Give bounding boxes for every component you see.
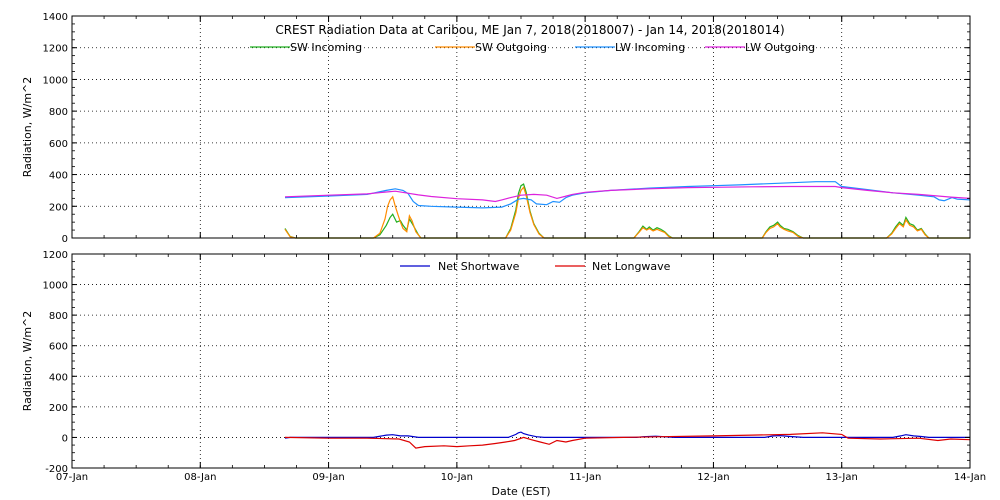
y-tick-label: 200 — [49, 202, 68, 213]
y-tick-label: 600 — [49, 342, 68, 353]
x-tick-label: 14-Jan — [954, 472, 986, 483]
top-panel: 0 200 400 600 800 1000 1200 1400 CREST Radiatio… — [21, 12, 971, 245]
top-panel-legend: SW Incoming SW Outgoing LW Incoming LW Outg… — [250, 41, 815, 54]
series-line-lw-outgoing — [284, 185, 971, 203]
y-tick-label: 200 — [49, 403, 68, 414]
x-tick-label: 13-Jan — [826, 472, 858, 483]
y-tick-label: 1000 — [43, 281, 68, 292]
x-tick-label: 08-Jan — [184, 472, 216, 483]
y-tick-label: 1200 — [43, 250, 68, 261]
x-tick-label: 10-Jan — [441, 472, 473, 483]
y-tick-label: 800 — [49, 311, 68, 322]
legend-label-sw-outgoing: SW Outgoing — [475, 41, 547, 54]
y-tick-label: 400 — [49, 372, 68, 383]
y-tick-label: 0 — [62, 433, 68, 444]
x-tick-label: 12-Jan — [697, 472, 729, 483]
y-tick-label: 1000 — [43, 75, 68, 86]
top-panel-series — [284, 181, 971, 239]
legend-label-net-longwave: Net Longwave — [592, 260, 671, 273]
series-line-net-longwave — [284, 432, 971, 449]
series-line-sw-incoming — [284, 183, 970, 239]
legend-label-lw-incoming: LW Incoming — [615, 41, 685, 54]
x-tick-label: 07-Jan — [56, 472, 88, 483]
x-tick-label: 11-Jan — [569, 472, 601, 483]
series-line-sw-outgoing — [284, 186, 970, 239]
x-tick-label: 09-Jan — [312, 472, 344, 483]
x-axis-tick-labels: 07-Jan 08-Jan 09-Jan 10-Jan 11-Jan 12-Jan 13-J… — [56, 472, 986, 483]
chart-title: CREST Radiation Data at Caribou, ME Jan … — [275, 23, 784, 37]
y-tick-label: -200 — [45, 464, 68, 475]
legend-label-lw-outgoing: LW Outgoing — [745, 41, 815, 54]
top-y-axis-title: Radiation, W/m^2 — [21, 77, 34, 178]
bottom-panel-series — [284, 431, 971, 449]
y-tick-label: 1200 — [43, 44, 68, 55]
y-tick-label: 400 — [49, 171, 68, 182]
y-tick-label: 1400 — [43, 12, 68, 23]
y-tick-label: 600 — [49, 139, 68, 150]
bottom-panel-grid — [72, 254, 970, 468]
legend-label-sw-incoming: SW Incoming — [290, 41, 362, 54]
y-tick-label: 800 — [49, 107, 68, 118]
top-panel-ticks: 0 200 400 600 800 1000 1200 1400 — [43, 12, 971, 245]
y-tick-label: 0 — [62, 234, 68, 245]
bottom-y-axis-title: Radiation, W/m^2 — [21, 311, 34, 412]
bottom-panel-legend: Net Shortwave Net Longwave — [400, 260, 671, 273]
legend-label-net-shortwave: Net Shortwave — [438, 260, 520, 273]
x-axis-title: Date (EST) — [491, 485, 550, 498]
top-panel-grid — [72, 16, 970, 238]
bottom-panel-ticks: -200 0 200 400 600 800 1000 1200 — [43, 250, 971, 475]
